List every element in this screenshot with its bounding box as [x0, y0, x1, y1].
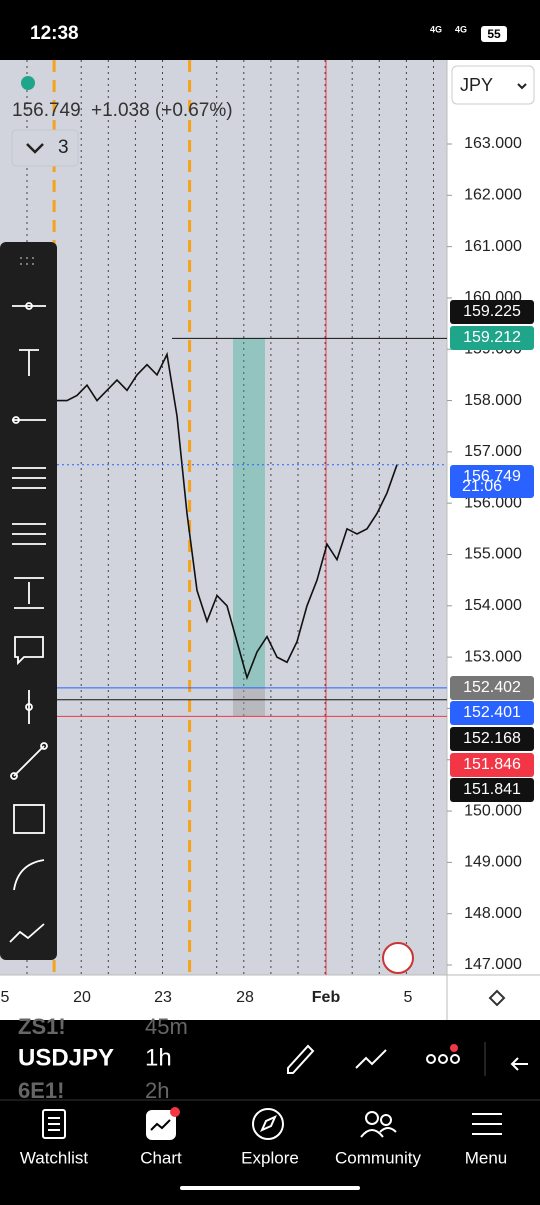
- nav-item[interactable]: Menu: [465, 1148, 508, 1167]
- x-tick-label: 5: [404, 989, 413, 1006]
- chevron: [517, 83, 527, 90]
- price-label: 151.841: [463, 781, 521, 798]
- price-label-box: [450, 727, 534, 751]
- price-label: 151.846: [463, 756, 521, 773]
- y-tick-label: 148.000: [464, 905, 522, 922]
- price-line: [57, 351, 398, 681]
- status-dot: [21, 76, 35, 90]
- y-tick-label: 149.000: [464, 854, 522, 871]
- price-label: 156.749: [463, 468, 521, 485]
- price-change: +1.038 (+0.67%): [91, 100, 233, 121]
- y-tick-label: 163.000: [464, 135, 522, 152]
- y-tick-label: 154.000: [464, 597, 522, 614]
- y-tick-label: 161.000: [464, 238, 522, 255]
- y-tick-label: 158.000: [464, 392, 522, 409]
- notification-dot: [170, 1107, 180, 1117]
- price-label-box: [450, 326, 534, 350]
- y-tick-label: 153.000: [464, 648, 522, 665]
- price-axis-bg: [447, 60, 540, 1020]
- price-label: 152.401: [463, 704, 521, 721]
- interval[interactable]: 45m: [145, 1014, 188, 1039]
- y-tick-label: 156.000: [464, 494, 522, 511]
- price-label: 159.212: [463, 329, 521, 346]
- y-tick-label: 162.000: [464, 187, 522, 204]
- currency-select[interactable]: [451, 65, 535, 105]
- network: 4G: [455, 24, 467, 34]
- y-tick-label: 150.000: [464, 802, 522, 819]
- symbol[interactable]: ZS1!: [18, 1014, 66, 1039]
- time: 12:38: [30, 23, 79, 44]
- settings-icon[interactable]: [488, 989, 506, 1007]
- price-label-box: [450, 778, 534, 802]
- symbol-actions[interactable]: [287, 1044, 528, 1074]
- symbol[interactable]: 6E1!: [18, 1078, 64, 1103]
- chevron: [26, 143, 44, 154]
- battery-level: 55: [487, 27, 501, 41]
- x-tick-label: 23: [154, 989, 172, 1006]
- nav-item[interactable]: Explore: [241, 1148, 299, 1167]
- y-tick-label: 157.000: [464, 443, 522, 460]
- long-position-profit: [233, 338, 265, 688]
- event-flag[interactable]: [382, 942, 414, 974]
- time-axis-bg: [0, 975, 540, 1020]
- y-tick-label: 155.000: [464, 546, 522, 563]
- nav-item[interactable]: Chart: [140, 1148, 182, 1167]
- y-tick-label: 147.000: [464, 956, 522, 973]
- tool-icons: [9, 257, 48, 943]
- price-label-box: [450, 753, 534, 777]
- x-tick-label: 28: [236, 989, 254, 1006]
- notification-dot: [450, 1044, 458, 1052]
- nav-icons: [42, 1108, 502, 1140]
- indicator-count: 3: [58, 137, 69, 158]
- last-price: 156.749: [12, 100, 81, 121]
- symbol-bar: [0, 1020, 540, 1100]
- bar-countdown: 21:06: [462, 478, 502, 495]
- long-position-loss: [233, 688, 265, 716]
- home-indicator: [180, 1186, 360, 1190]
- symbol[interactable]: USDJPY: [18, 1044, 114, 1071]
- currency: JPY: [460, 75, 493, 95]
- price-label-box: [450, 676, 534, 700]
- nav-item[interactable]: Watchlist: [20, 1148, 89, 1167]
- price-label: 152.168: [463, 730, 521, 747]
- price-label-box: [450, 300, 534, 324]
- chart-glyph: [150, 1119, 171, 1131]
- x-tick-label: Feb: [312, 989, 341, 1006]
- price-label: 152.402: [463, 679, 521, 696]
- x-tick-label: 5: [1, 989, 10, 1006]
- network: 4G: [430, 24, 442, 34]
- battery: [481, 26, 507, 42]
- price-label-box: [450, 701, 534, 725]
- indicator-toggle[interactable]: [11, 129, 79, 167]
- price-label: 159.225: [463, 303, 521, 320]
- nav-item[interactable]: Community: [335, 1148, 421, 1167]
- interval[interactable]: 1h: [145, 1044, 172, 1071]
- x-tick-label: 20: [73, 989, 91, 1006]
- interval[interactable]: 2h: [145, 1078, 169, 1103]
- price-label-box: [450, 465, 534, 498]
